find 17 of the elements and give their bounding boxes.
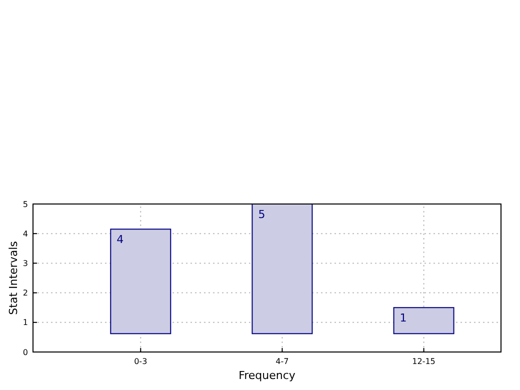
y-tick-label: 5 (22, 200, 28, 209)
data-label: 5 (258, 208, 266, 221)
y-tick-label: 4 (22, 229, 28, 238)
bar (393, 307, 454, 334)
data-label: 4 (116, 233, 124, 246)
y-tick-label: 2 (22, 288, 28, 298)
bar (110, 228, 172, 334)
y-axis-title: Stat Intervals (7, 240, 20, 315)
y-tick-label: 1 (22, 318, 28, 328)
x-tick-label: 4-7 (276, 357, 289, 366)
y-tick-label: 0 (22, 348, 28, 357)
y-tick-label: 3 (22, 259, 28, 268)
x-tick-label: 0-3 (134, 357, 148, 366)
x-axis-title: Frequency (238, 369, 296, 382)
bar (252, 204, 313, 334)
x-tick-label: 12-15 (412, 357, 436, 366)
data-label: 1 (400, 312, 407, 325)
